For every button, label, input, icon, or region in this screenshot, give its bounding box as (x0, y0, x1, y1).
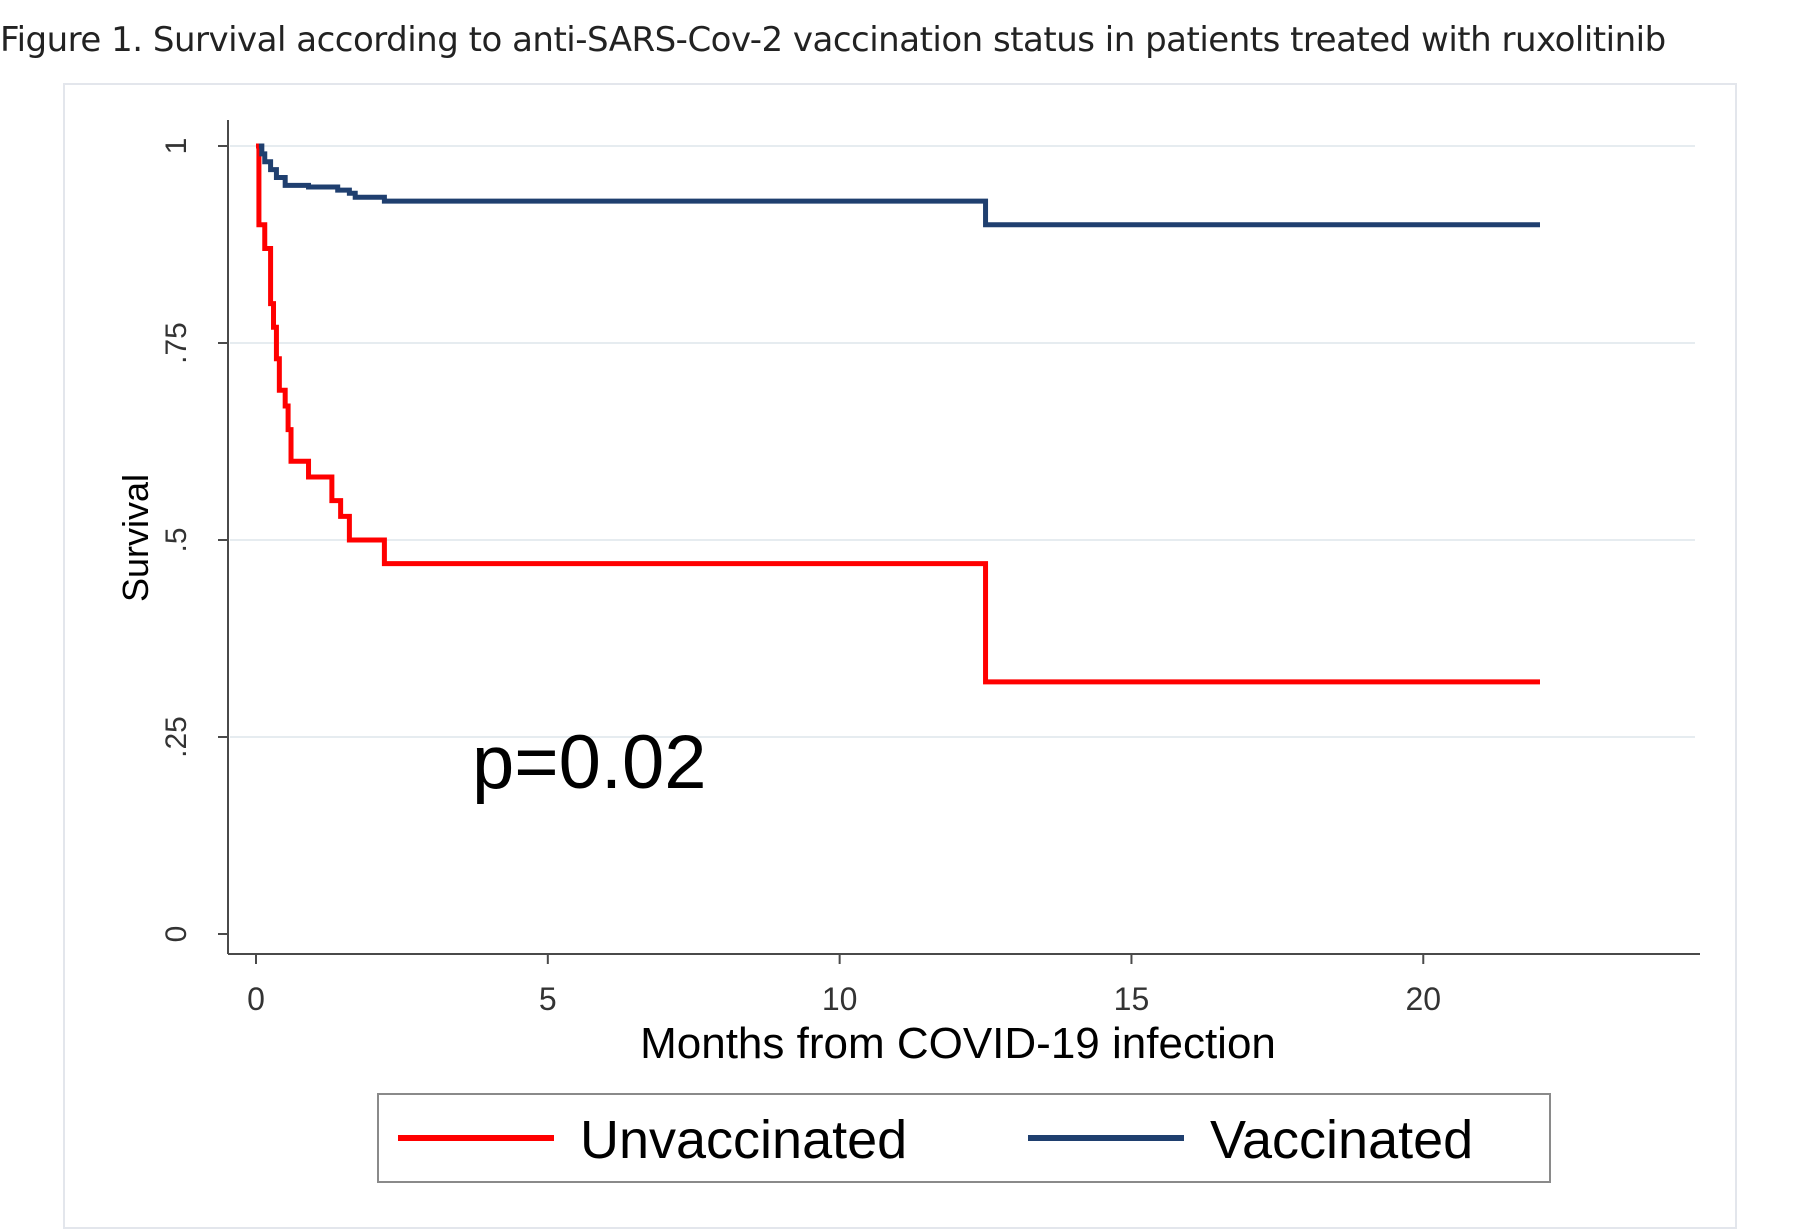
y-tick-label: 1 (160, 138, 193, 155)
series-line-vaccinated (258, 143, 1540, 228)
x-tick-label: 0 (247, 981, 265, 1017)
y-tick-label: .25 (160, 716, 193, 758)
plot-outer-frame (63, 83, 1737, 1229)
x-axis-label: Months from COVID-19 infection (640, 1019, 1276, 1068)
axes-layer (227, 120, 1700, 955)
legend: Unvaccinated Vaccinated (377, 1093, 1551, 1183)
y-tick-label: .5 (160, 527, 193, 552)
x-tick-label: 10 (822, 981, 858, 1017)
y-tick-label: 0 (160, 926, 193, 943)
legend-label-unvaccinated: Unvaccinated (580, 1110, 907, 1170)
x-tick-label: 15 (1114, 981, 1150, 1017)
series-layer (256, 143, 1540, 685)
legend-box (377, 1093, 1551, 1183)
x-tick-label: 20 (1405, 981, 1441, 1017)
grid-layer (230, 145, 1695, 738)
y-axis-label: Survival (115, 474, 156, 602)
p-value-annotation: p=0.02 (472, 720, 707, 805)
figure-caption: Figure 1. Survival according to anti-SAR… (0, 20, 1666, 60)
y-tick-label: .75 (160, 322, 193, 364)
legend-label-vaccinated: Vaccinated (1210, 1110, 1473, 1170)
x-tick-label: 5 (539, 981, 557, 1017)
series-line-unvaccinated (256, 143, 1540, 685)
